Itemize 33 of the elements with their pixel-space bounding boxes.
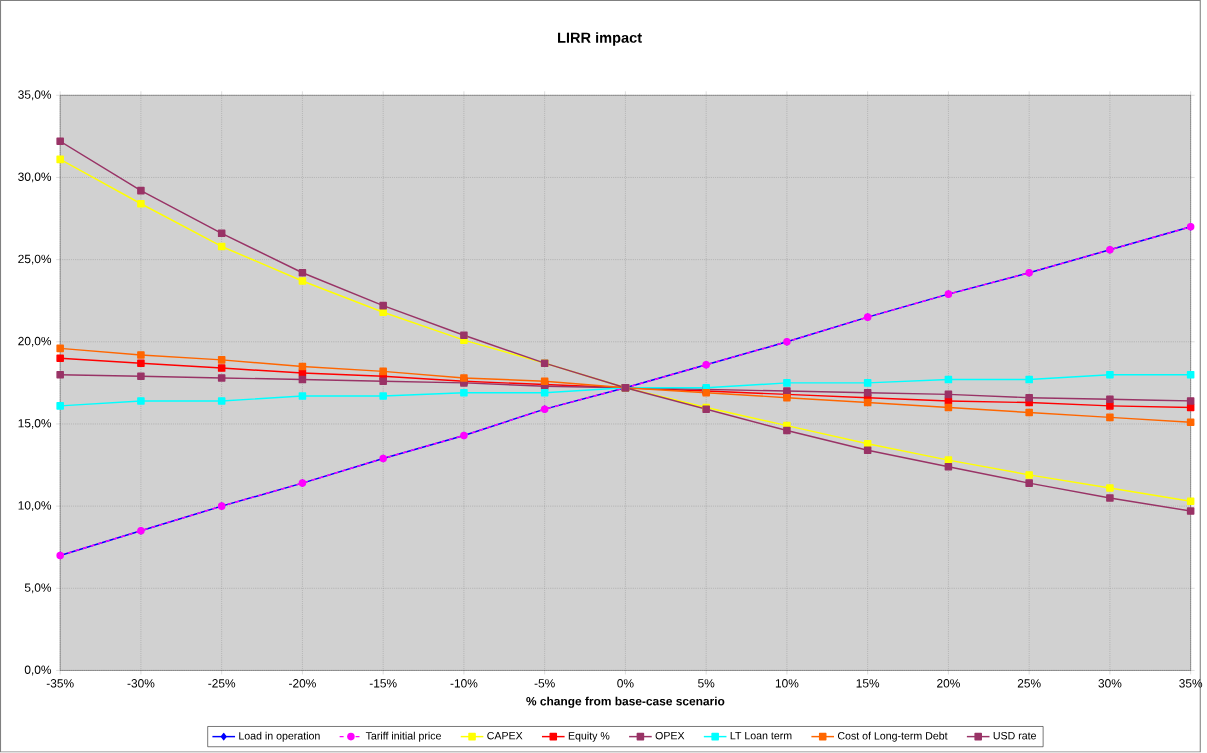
- x-tick-label: -35%: [46, 679, 74, 688]
- x-tick-label: 25%: [1017, 679, 1041, 688]
- legend-label: OPEX: [655, 732, 685, 740]
- x-tick-label: 20%: [937, 679, 960, 688]
- y-tick-label: 35,0%: [18, 90, 52, 101]
- x-tick-label: 30%: [1098, 679, 1122, 688]
- x-tick-label: 5%: [698, 679, 715, 688]
- y-tick-label: 15,0%: [18, 419, 52, 430]
- x-tick-label: -20%: [289, 679, 316, 688]
- y-tick-label: 10,0%: [18, 501, 52, 512]
- y-tick-label: 0,0%: [24, 665, 52, 676]
- y-tick-label: 5,0%: [24, 583, 52, 594]
- x-tick-label: -10%: [450, 679, 478, 688]
- legend-label: CAPEX: [487, 732, 523, 740]
- x-tick-label: -15%: [369, 679, 397, 688]
- x-tick-label: 10%: [775, 679, 799, 688]
- legend-label: Cost of Long-term Debt: [837, 732, 948, 742]
- x-tick-label: 0%: [617, 679, 634, 688]
- legend-label: Equity %: [568, 732, 610, 742]
- x-tick-label: -5%: [534, 679, 555, 688]
- legend-label: USD rate: [993, 732, 1036, 740]
- x-tick-label: -25%: [208, 679, 236, 688]
- x-tick-label: 35%: [1179, 679, 1203, 688]
- y-tick-label: 20,0%: [18, 337, 52, 347]
- legend-label: Tariff initial price: [365, 732, 441, 742]
- x-tick-label: 15%: [856, 679, 880, 688]
- chart-title: LIRR impact: [558, 32, 642, 46]
- x-tick-label: -30%: [127, 679, 155, 688]
- y-tick-label: 30,0%: [18, 172, 52, 183]
- legend-label: Load in operation: [239, 732, 320, 742]
- x-axis-title: % change from base-case scenario: [526, 696, 725, 709]
- legend-label: LT Loan term: [730, 732, 792, 740]
- y-tick-label: 25,0%: [18, 254, 52, 265]
